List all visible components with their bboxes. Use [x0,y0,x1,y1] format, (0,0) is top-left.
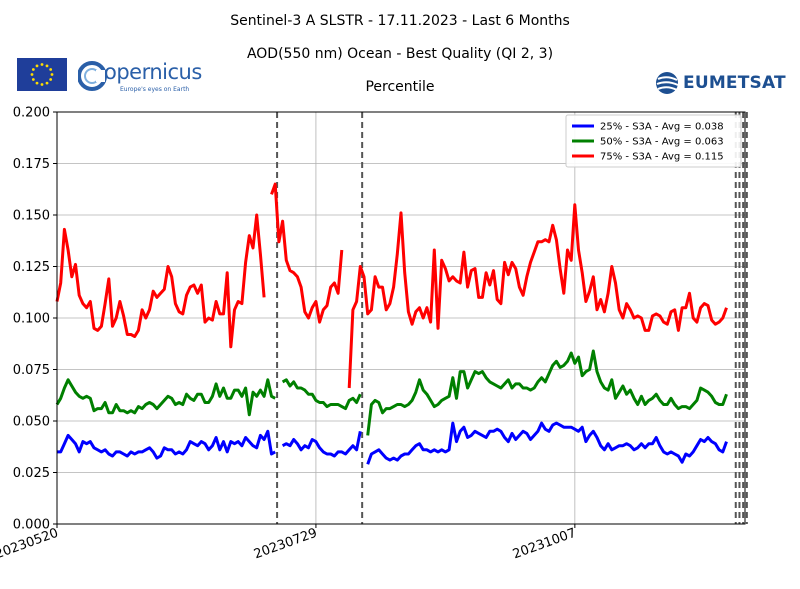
chart-title: Sentinel-3 A SLSTR - 17.11.2023 - Last 6… [230,13,570,29]
series-line [57,421,728,465]
legend-box [565,114,742,168]
eu-star [30,73,34,76]
series-line [55,182,728,389]
copernicus-icon [77,61,107,91]
eu-star [35,64,39,68]
legend: 25% - S3A - Avg = 0.038 50% - S3A - Avg =… [565,114,742,168]
legend-label: 50% - S3A - Avg = 0.063 [600,137,724,148]
y-tick-label: 0.050 [13,415,50,430]
copernicus-wordmark: opernicus [104,60,202,84]
eu-star [49,68,53,71]
legend-label: 75% - S3A - Avg = 0.115 [600,152,724,163]
series-lines [55,182,728,465]
y-tick-label: 0.175 [13,157,50,172]
eu-star [49,78,53,81]
eu-star [50,73,54,76]
dashed-gap-markers [276,112,748,524]
chart-subtitle: AOD(550 nm) Ocean - Best Quality (QI 2, … [246,46,554,62]
eumetsat-wordmark: EUMETSAT [683,73,786,93]
y-tick-label: 0.125 [13,260,50,275]
eu-star [35,81,39,85]
y-tick-label: 0.200 [13,106,50,121]
eu-star [40,83,44,86]
globe-icon [656,72,679,94]
x-tick-label: 20231007 [511,526,578,563]
copernicus-logo: opernicus Europe's eyes on Earth [77,56,202,98]
eu-star [45,81,49,85]
eumetsat-logo: EUMETSAT [655,70,786,96]
copernicus-tagline: Europe's eyes on Earth [120,86,190,93]
x-tick-label: 20230729 [252,526,319,563]
legend-label: 25% - S3A - Avg = 0.038 [600,122,724,133]
y-tick-label: 0.025 [13,466,50,481]
chart-statistic: Percentile [365,79,435,95]
y-tick-label: 0.100 [13,312,50,327]
y-tick-label: 0.075 [13,363,50,378]
series-line [55,349,728,436]
eu-flag-logo [17,58,67,91]
y-tick-label: 0.150 [13,209,50,224]
axes: 0.000 0.025 0.050 0.075 0.100 0.125 0.150 0.175… [0,106,578,563]
eu-star [40,63,44,66]
eu-star [31,78,35,81]
eu-star [45,64,49,68]
y-tick-label: 0.000 [13,518,50,533]
eu-star [31,68,35,71]
